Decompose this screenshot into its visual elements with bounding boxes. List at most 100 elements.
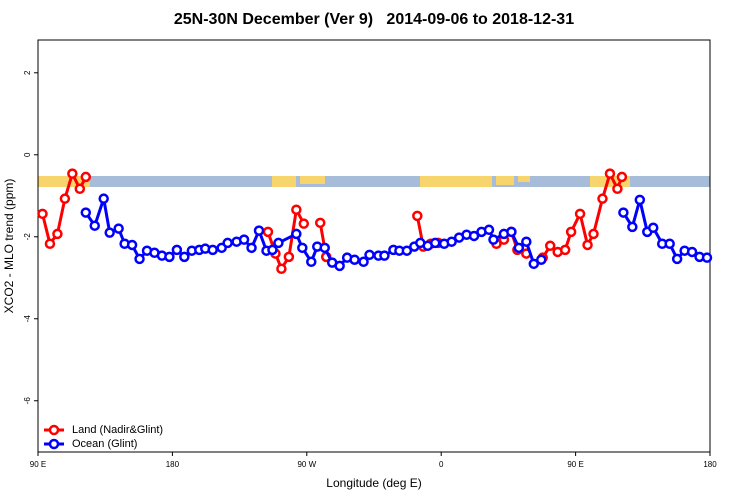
land-band <box>300 176 325 184</box>
data-point <box>298 218 310 229</box>
data-point <box>37 208 48 220</box>
data-point <box>565 226 577 238</box>
data-point <box>89 220 100 231</box>
data-point <box>104 227 115 238</box>
data-point <box>379 250 390 261</box>
data-point <box>297 242 308 254</box>
data-point <box>618 207 629 218</box>
data-point <box>207 244 218 256</box>
data-point <box>521 236 532 247</box>
data-point <box>364 249 375 261</box>
data-point <box>253 225 265 236</box>
ocean-band <box>38 176 710 187</box>
x-tick-label: 180 <box>703 460 717 469</box>
data-point <box>67 168 78 179</box>
data-point <box>262 226 274 238</box>
data-point <box>488 234 499 245</box>
data-point <box>126 239 138 251</box>
data-point <box>179 251 190 263</box>
legend-marker <box>48 438 60 450</box>
data-point <box>686 246 698 258</box>
data-point <box>513 242 525 254</box>
data-point <box>349 254 360 265</box>
data-point <box>171 244 183 256</box>
series-line <box>84 197 708 268</box>
land-band <box>496 176 514 185</box>
data-point <box>597 193 608 204</box>
x-tick-label: 90 W <box>297 460 316 469</box>
data-point <box>80 207 92 218</box>
y-tick-label: 2 <box>23 70 32 75</box>
data-point <box>588 228 599 240</box>
data-point <box>246 242 257 254</box>
data-point <box>319 242 330 254</box>
data-point <box>44 238 56 249</box>
data-point <box>267 244 278 256</box>
data-point <box>582 239 593 251</box>
data-point <box>222 237 233 249</box>
chart-title: 25N-30N December (Ver 9) 2014-09-06 to 2… <box>174 11 574 28</box>
x-tick-label: 180 <box>166 460 180 469</box>
plot-frame <box>37 39 711 453</box>
data-point <box>314 217 326 229</box>
data-point <box>164 251 175 263</box>
data-point <box>358 256 369 268</box>
y-tick-label: -2 <box>23 233 32 241</box>
data-point <box>98 193 109 204</box>
data-point <box>634 194 646 206</box>
x-tick-label: 0 <box>439 460 444 469</box>
data-point <box>306 256 317 268</box>
data-point <box>559 244 571 256</box>
y-axis-label: XCO2 - MLO trend (ppm) <box>2 179 16 314</box>
data-point <box>616 171 628 183</box>
data-point <box>52 228 63 240</box>
x-tick-label: 90 E <box>567 460 583 469</box>
data-point <box>612 183 623 195</box>
data-point <box>276 263 287 275</box>
x-axis-label: Longitude (deg E) <box>326 476 421 490</box>
data-point <box>291 204 302 215</box>
y-tick-label: -4 <box>23 315 32 323</box>
data-point <box>74 183 86 195</box>
data-point <box>80 171 92 183</box>
land-band <box>272 176 296 187</box>
data-point <box>468 230 480 242</box>
data-point <box>574 208 586 220</box>
land-band <box>420 176 492 187</box>
land-band <box>38 176 90 187</box>
legend: Land (Nadir&Glint) Ocean (Glint) <box>44 424 163 450</box>
data-point <box>648 222 659 234</box>
data-point <box>536 254 547 265</box>
data-point <box>483 224 495 236</box>
data-point <box>412 210 423 222</box>
data-point <box>59 193 71 204</box>
land-band <box>518 176 530 182</box>
data-point <box>334 260 345 272</box>
data-point <box>506 226 517 238</box>
land-band <box>590 176 630 187</box>
data-point <box>627 221 638 233</box>
data-point <box>544 240 556 252</box>
data-point <box>113 223 124 234</box>
series-line <box>41 172 624 271</box>
data-point <box>664 238 675 249</box>
y-tick-label: -6 <box>23 397 32 405</box>
data-point <box>604 168 616 179</box>
data-point <box>273 237 284 249</box>
data-point <box>446 236 457 247</box>
data-point <box>134 253 145 265</box>
data-point <box>528 258 540 270</box>
data-point <box>291 228 302 240</box>
data-point <box>283 251 295 263</box>
data-point <box>429 237 441 249</box>
data-point <box>401 245 413 256</box>
legend-label: Ocean (Glint) <box>72 438 137 450</box>
y-tick-label: 0 <box>23 152 32 157</box>
x-tick-label: 90 E <box>30 460 46 469</box>
data-point <box>238 234 250 245</box>
data-point <box>671 253 683 265</box>
surface-band <box>38 176 710 187</box>
legend-marker <box>48 424 60 436</box>
data-point <box>701 252 713 263</box>
